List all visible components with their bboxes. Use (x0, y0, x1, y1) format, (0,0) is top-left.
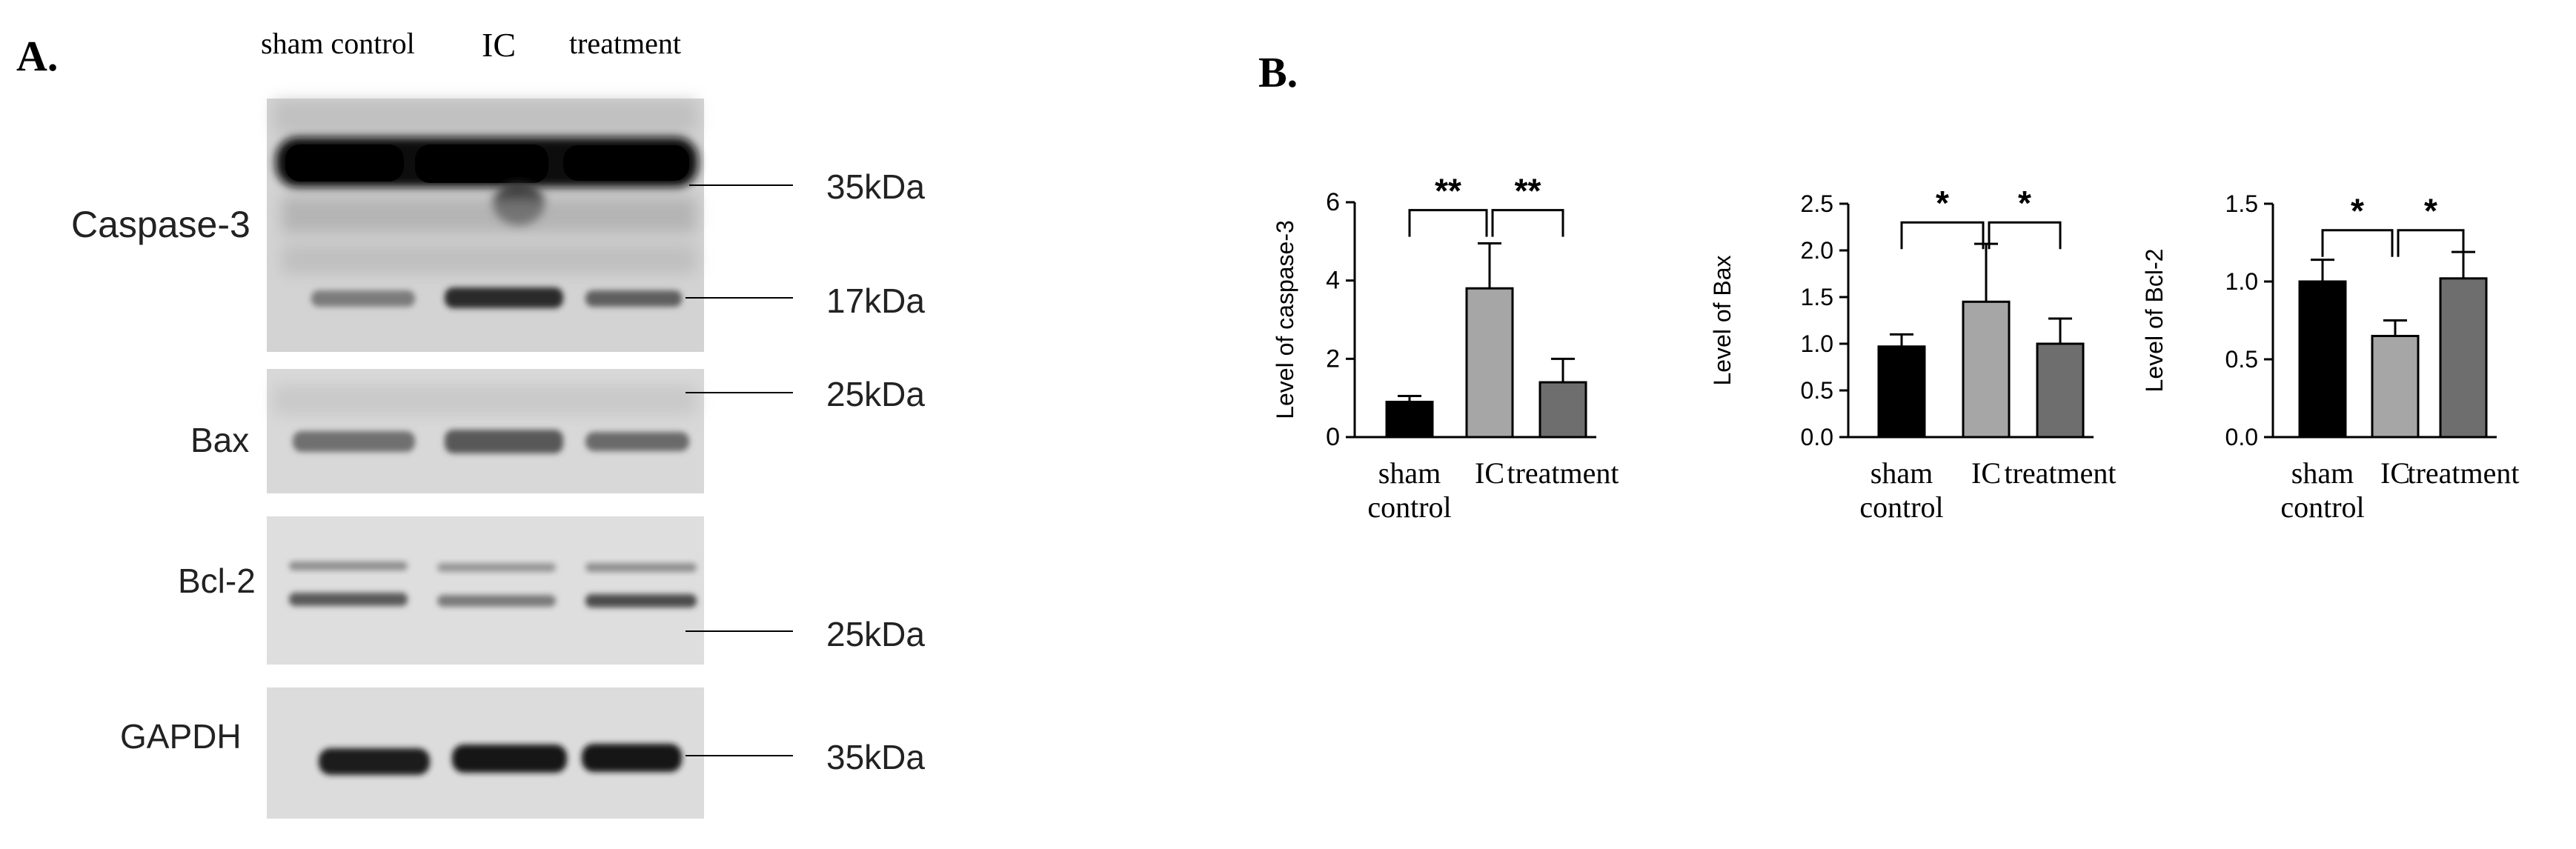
chart-bax: 0.0 0.5 1.0 1.5 2.0 2.5 Level of Bax * * sham cont… (1709, 184, 2117, 524)
x-tick-label: treatment (1507, 456, 1619, 490)
significance-bracket (1988, 221, 2062, 250)
y-tick-label: 0.0 (1801, 424, 1833, 450)
y-tick-label: 1.0 (2225, 268, 2258, 295)
x-tick-label: sham control (1367, 456, 1451, 524)
significance-label: ** (1435, 172, 1461, 210)
gapdh-blot: GAPDH 35kDa (120, 687, 925, 819)
x-tick-label: sham control (1859, 456, 1943, 524)
bar-caspase-3-1 (1465, 287, 1514, 439)
y-tick-label: 1.0 (1801, 330, 1833, 357)
y-axis-label: Level of Bcl-2 (2141, 249, 2168, 393)
lane-label-ic: IC (482, 26, 516, 64)
y-axis-label: Level of caspase-3 (1272, 220, 1298, 419)
chart-bcl-2: 0.0 0.5 1.0 1.5 Level of Bcl-2 * * sham control I… (2141, 190, 2520, 524)
y-tick-label: 0.5 (2225, 346, 2258, 373)
bar-bcl-2-2 (2439, 277, 2488, 439)
y-tick-label: 0.0 (2225, 424, 2258, 450)
significance-bracket (2397, 229, 2465, 257)
significance-label: * (2424, 192, 2437, 230)
y-tick-label: 4 (1326, 267, 1340, 295)
y-tick-label: 2.0 (1801, 237, 1833, 264)
significance-bracket (1408, 209, 1488, 237)
panel-b-label: B. (1258, 48, 1298, 96)
y-axis-label: Level of Bax (1709, 255, 1736, 385)
significance-label: * (2351, 192, 2364, 230)
x-tick-label: IC (1475, 456, 1504, 490)
bar-bax-0 (1877, 345, 1926, 439)
bar-bax-2 (2036, 342, 2085, 439)
significance-label: * (1936, 184, 1949, 222)
lane-label-treatment: treatment (569, 27, 681, 60)
panel-a: A. sham control IC treatment Caspase-3 3… (16, 26, 925, 819)
panel-a-label: A. (16, 32, 58, 80)
bar-caspase-3-2 (1538, 381, 1587, 439)
bcl-2-marker-25kda: 25kDa (826, 615, 925, 653)
gapdh-label: GAPDH (120, 717, 242, 756)
y-tick-label: 6 (1326, 188, 1340, 216)
y-tick-label: 2.5 (1801, 190, 1833, 217)
gapdh-marker-35kda: 35kDa (826, 738, 925, 776)
significance-bracket (1491, 209, 1564, 237)
bcl-2-label: Bcl-2 (178, 562, 256, 600)
x-tick-label: treatment (2004, 456, 2116, 490)
caspase-3-blot: Caspase-3 35kDa 17kDa (71, 99, 925, 352)
bar-caspase-3-0 (1385, 400, 1434, 439)
caspase-3-marker-17kda: 17kDa (826, 282, 925, 320)
significance-bracket (2321, 229, 2394, 257)
y-tick-label: 0.5 (1801, 377, 1833, 404)
y-tick-label: 1.5 (2225, 190, 2258, 217)
lane-label-sham-control: sham control (261, 27, 415, 60)
bax-blot: Bax 25kDa (190, 369, 925, 493)
caspase-3-label: Caspase-3 (71, 204, 250, 245)
x-tick-label: treatment (2407, 456, 2519, 490)
bcl-2-blot: Bcl-2 25kDa (178, 516, 925, 665)
x-tick-label: IC (2380, 456, 2410, 490)
significance-bracket (1900, 221, 1985, 250)
bax-label: Bax (190, 421, 249, 459)
x-tick-label: IC (1971, 456, 2001, 490)
bax-marker-25kda: 25kDa (826, 375, 925, 413)
y-tick-label: 2 (1326, 344, 1340, 373)
bar-bax-1 (1962, 300, 2011, 439)
significance-label: * (2018, 184, 2031, 222)
chart-caspase-3: 0 2 4 6 Level of caspase-3 ** ** sham control IC t… (1272, 172, 1619, 524)
bar-bcl-2-0 (2298, 280, 2347, 439)
x-tick-label: sham control (2280, 456, 2364, 524)
bar-bcl-2-1 (2371, 335, 2420, 439)
caspase-3-marker-35kda: 35kDa (826, 167, 925, 206)
significance-label: ** (1515, 172, 1541, 210)
y-tick-label: 0 (1326, 423, 1340, 451)
y-tick-label: 1.5 (1801, 284, 1833, 310)
